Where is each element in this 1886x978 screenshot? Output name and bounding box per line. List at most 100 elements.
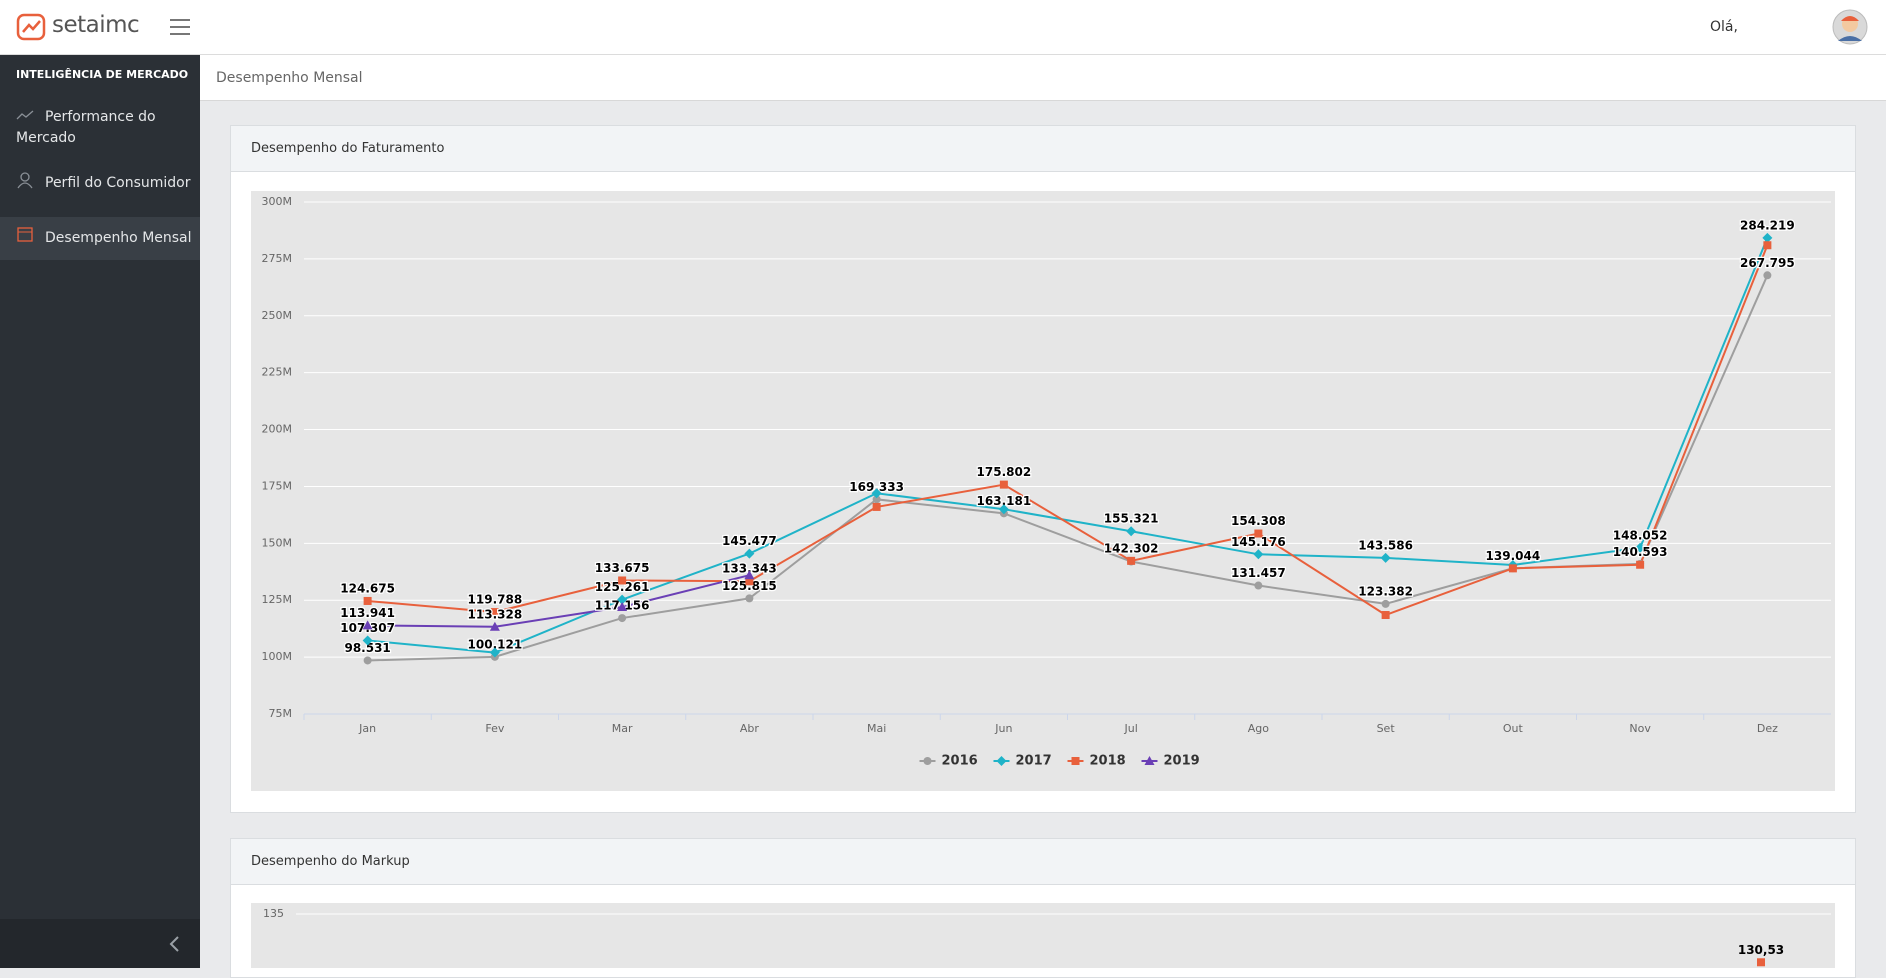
marker [1508, 564, 1517, 573]
panel-title: Desempenho do Faturamento [231, 126, 1855, 172]
data-label: 125.261 [595, 580, 650, 594]
marker [999, 480, 1008, 489]
data-label: 142.302 [1104, 541, 1159, 555]
marker [1253, 549, 1264, 560]
data-label: 145.477 [722, 534, 777, 548]
marker [745, 577, 754, 586]
x-tick-label: Jul [1123, 722, 1137, 735]
data-label: 140.593 [1613, 545, 1668, 559]
avatar[interactable] [1832, 9, 1868, 45]
data-label: 148.052 [1613, 528, 1668, 542]
data-label: 169.333 [849, 480, 904, 494]
marker [363, 596, 372, 605]
menu-toggle[interactable] [170, 18, 190, 36]
data-label: 163.181 [977, 494, 1032, 508]
marker [872, 502, 881, 511]
marker [872, 495, 881, 504]
nav-item[interactable]: Desempenho Mensal [45, 230, 192, 246]
series-line [367, 274, 1769, 662]
marker [1762, 232, 1773, 243]
marker [1254, 529, 1263, 538]
data-label: 113.328 [468, 607, 523, 621]
nav-item[interactable]: Performance do Mercado [16, 109, 156, 146]
marker [871, 488, 882, 499]
series-line [367, 574, 750, 628]
y-tick-label: 135 [263, 907, 284, 920]
marker [1126, 526, 1137, 537]
y-tick-label: 250M [262, 309, 293, 322]
marker [362, 620, 373, 630]
marker [1254, 581, 1263, 590]
data-label: 154.308 [1231, 514, 1286, 528]
y-tick-label: 75M [269, 707, 293, 720]
marker [1635, 542, 1646, 553]
data-label: 155.321 [1104, 512, 1159, 526]
marker [745, 594, 754, 603]
marker [489, 621, 500, 631]
x-tick-label: Mai [867, 722, 886, 735]
data-label: 133.343 [722, 562, 777, 576]
x-tick-label: Set [1377, 722, 1396, 735]
data-label: 131.457 [1231, 566, 1286, 580]
marker [618, 576, 627, 585]
data-label: 130,53 [1738, 943, 1784, 957]
marker [1380, 552, 1391, 563]
data-label: 100.121 [468, 637, 523, 651]
data-label: 133.675 [595, 561, 650, 575]
marker [1381, 599, 1390, 608]
x-tick-label: Jun [994, 722, 1012, 735]
marker [490, 608, 499, 617]
nav-icons [16, 110, 34, 242]
marker [1757, 958, 1765, 967]
y-tick-label: 275M [262, 252, 293, 265]
x-tick-label: Mar [612, 722, 633, 735]
legend-label: 2017 [1016, 754, 1052, 769]
marker [1763, 241, 1772, 250]
y-tick-label: 200M [262, 423, 293, 436]
sidebar-section: INTELIGÊNCIA DE MERCADO [16, 68, 189, 81]
data-label: 267.795 [1740, 256, 1795, 270]
data-label: 284.219 [1740, 218, 1795, 232]
marker [744, 548, 755, 559]
data-label: 139.044 [1486, 549, 1541, 563]
x-tick-label: Jan [358, 722, 376, 735]
marker [618, 614, 627, 623]
y-tick-label: 150M [262, 536, 293, 549]
collapse-bar [0, 919, 200, 968]
legend-label: 2018 [1090, 754, 1126, 769]
series-line [367, 237, 1769, 654]
legend-label: 2016 [942, 754, 978, 769]
marker [923, 757, 932, 765]
chart: 135 130,53 [251, 903, 1835, 968]
marker [1144, 756, 1155, 765]
y-tick-label: 175M [262, 479, 293, 492]
marker [363, 656, 372, 665]
sidebar: INTELIGÊNCIA DE MERCADO Performance do M… [0, 55, 200, 968]
marker [617, 602, 628, 612]
series-line [367, 244, 1769, 617]
nav-item[interactable]: Perfil do Consumidor [45, 175, 191, 191]
x-tick-label: Ago [1248, 722, 1270, 735]
data-label: 145.176 [1231, 535, 1286, 549]
y-tick-label: 300M [262, 195, 293, 208]
data-label: 175.802 [977, 465, 1032, 479]
data-label: 143.586 [1358, 538, 1413, 552]
marker [744, 570, 755, 580]
y-tick-label: 125M [262, 593, 293, 606]
collapse-button[interactable] [168, 935, 182, 953]
greeting: Olá, [1710, 19, 1738, 35]
data-label: 123.382 [1358, 584, 1413, 598]
marker [1071, 757, 1080, 765]
logo-icon [16, 13, 46, 41]
marker [1381, 611, 1390, 620]
data-label: 98.531 [344, 641, 390, 655]
data-label: 113.941 [340, 606, 395, 620]
marker [362, 635, 373, 646]
legend-label: 2019 [1164, 754, 1200, 769]
top-bar: setaimc Olá, [0, 0, 1886, 55]
x-tick-label: Out [1503, 722, 1524, 735]
panel-title: Desempenho do Markup [231, 839, 1855, 885]
nav-active-bg [0, 217, 200, 260]
chart: 75M 100M 125M 150M 175M 200M 225M 250M 275M 300M J… [251, 191, 1835, 791]
